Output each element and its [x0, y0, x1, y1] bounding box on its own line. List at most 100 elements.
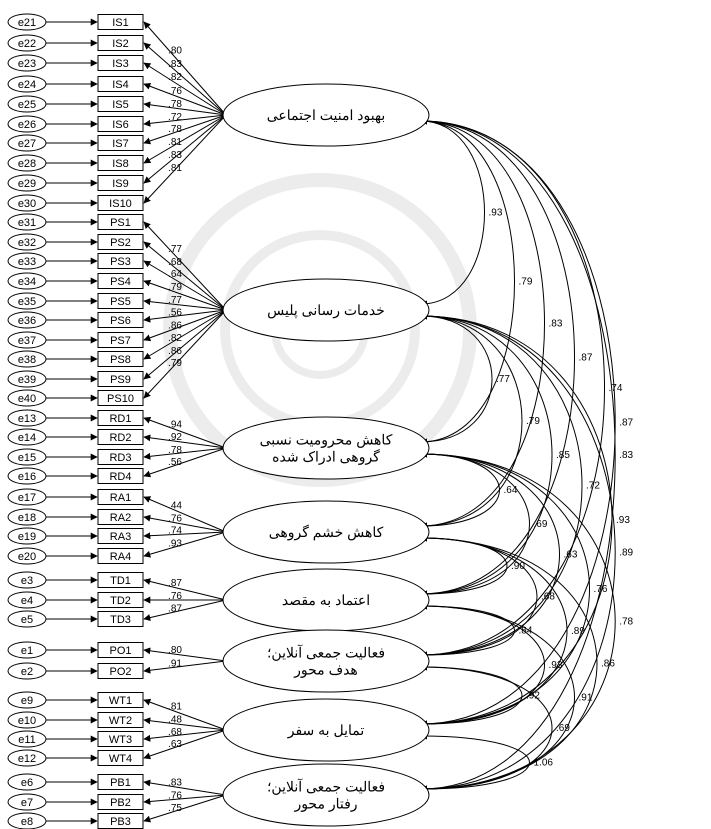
loading-arrow — [143, 647, 227, 662]
loading-label: .76 — [168, 513, 182, 524]
loading-arrow — [143, 698, 227, 731]
indicator-label: IS5 — [112, 99, 129, 111]
error-label: e7 — [21, 797, 33, 809]
loading-label: .79 — [168, 282, 182, 293]
error-label: e36 — [18, 315, 36, 327]
correlation-label: .83 — [549, 319, 563, 330]
factor-label: هدف محور — [293, 662, 358, 679]
loading-arrow — [143, 101, 227, 116]
error-label: e19 — [18, 531, 36, 543]
loading-arrow — [143, 221, 227, 311]
loading-label: .81 — [168, 702, 182, 713]
error-label: e11 — [18, 734, 36, 746]
correlation-label: .72 — [586, 481, 600, 492]
correlation-arc — [420, 450, 530, 598]
indicator-box — [97, 96, 144, 112]
indicator-label: PS2 — [110, 237, 131, 249]
loading-label: .81 — [168, 163, 182, 174]
correlation-label: .93 — [616, 515, 630, 526]
loading-arrow — [143, 241, 227, 311]
loading-arrow — [143, 114, 227, 145]
loading-label: .64 — [168, 269, 182, 280]
indicator-label: IS7 — [112, 138, 129, 150]
indicator-label: RD3 — [109, 452, 131, 464]
indicator-box — [97, 234, 144, 250]
loading-label: .75 — [168, 803, 182, 814]
indicator-label: PS8 — [110, 354, 131, 366]
error-label: e34 — [18, 276, 36, 288]
loading-arrow — [143, 416, 227, 449]
indicator-label: RD4 — [109, 471, 131, 483]
correlation-label: .93 — [489, 208, 503, 219]
indicator-box — [97, 410, 144, 426]
error-label: e30 — [18, 198, 36, 210]
indicator-label: PS10 — [107, 393, 134, 405]
loading-label: .77 — [168, 295, 182, 306]
correlation-arc — [420, 117, 616, 793]
latent-factor — [222, 500, 430, 564]
loading-arrow — [143, 309, 227, 360]
correlation-label: .68 — [541, 592, 555, 603]
loading-arrow — [143, 82, 227, 116]
loading-arrow — [143, 514, 227, 533]
indicator-label: TD3 — [110, 614, 131, 626]
loading-label: .83 — [168, 59, 182, 70]
indicator-box — [97, 449, 144, 465]
indicator-box — [97, 750, 144, 766]
loading-arrow — [143, 599, 227, 621]
factor-label: کاهش محرومیت نسبی — [260, 432, 393, 449]
loading-arrow — [143, 309, 227, 399]
correlation-arc — [420, 117, 606, 659]
latent-factor — [222, 278, 430, 342]
indicator-label: IS2 — [112, 38, 129, 50]
loading-label: .79 — [168, 358, 182, 369]
error-label: e28 — [18, 158, 36, 170]
error-label: e33 — [18, 256, 36, 268]
indicator-label: TD1 — [110, 575, 131, 587]
loading-label: .87 — [168, 603, 182, 614]
correlation-arc — [420, 117, 546, 530]
correlation-arc — [420, 117, 616, 728]
loading-arrow — [143, 531, 227, 540]
indicator-label: TD2 — [110, 595, 131, 607]
loading-label: .56 — [168, 457, 182, 468]
error-label: e40 — [18, 393, 36, 405]
loading-label: .78 — [168, 124, 182, 135]
correlation-arc — [420, 663, 553, 793]
loading-arrow — [143, 298, 227, 311]
indicator-label: IS4 — [112, 79, 129, 91]
indicator-box — [97, 273, 144, 289]
correlation-label: .74 — [609, 383, 623, 394]
indicator-box — [97, 253, 144, 269]
indicator-label: PS4 — [110, 276, 131, 288]
indicator-label: IS10 — [109, 198, 132, 210]
loading-arrow — [143, 279, 227, 311]
correlation-label: .79 — [526, 416, 540, 427]
correlation-arc — [420, 117, 485, 308]
correlation-arc — [420, 602, 546, 728]
error-terms: e21 e22 e23 e24 e25 e26 e27 e28 e29 e30 e31 e32 e33 e… — [7, 13, 98, 829]
loading-arrow — [143, 531, 227, 558]
loading-arrow — [143, 114, 227, 164]
correlation-label: .89 — [619, 548, 633, 559]
correlation-arc — [420, 732, 530, 793]
loading-arrow — [143, 447, 227, 478]
indicator-box — [97, 572, 144, 588]
loading-label: .92 — [168, 432, 182, 443]
loading-arrow — [143, 660, 227, 674]
loading-label: .77 — [168, 244, 182, 255]
error-label: e3 — [21, 575, 33, 587]
loading-label: .76 — [168, 791, 182, 802]
loading-label: .44 — [168, 500, 182, 511]
indicator-label: IS3 — [112, 58, 129, 70]
indicator-box — [97, 712, 144, 728]
indicator-box — [97, 390, 144, 406]
indicator-box — [97, 794, 144, 810]
correlation-arc — [420, 312, 613, 728]
correlation-label: 1.06 — [534, 758, 554, 769]
indicator-label: RA2 — [110, 512, 131, 524]
correlation-arc — [420, 534, 508, 598]
indicator-box — [97, 55, 144, 71]
loading-arrow — [143, 496, 227, 533]
correlation-label: .79 — [519, 277, 533, 288]
